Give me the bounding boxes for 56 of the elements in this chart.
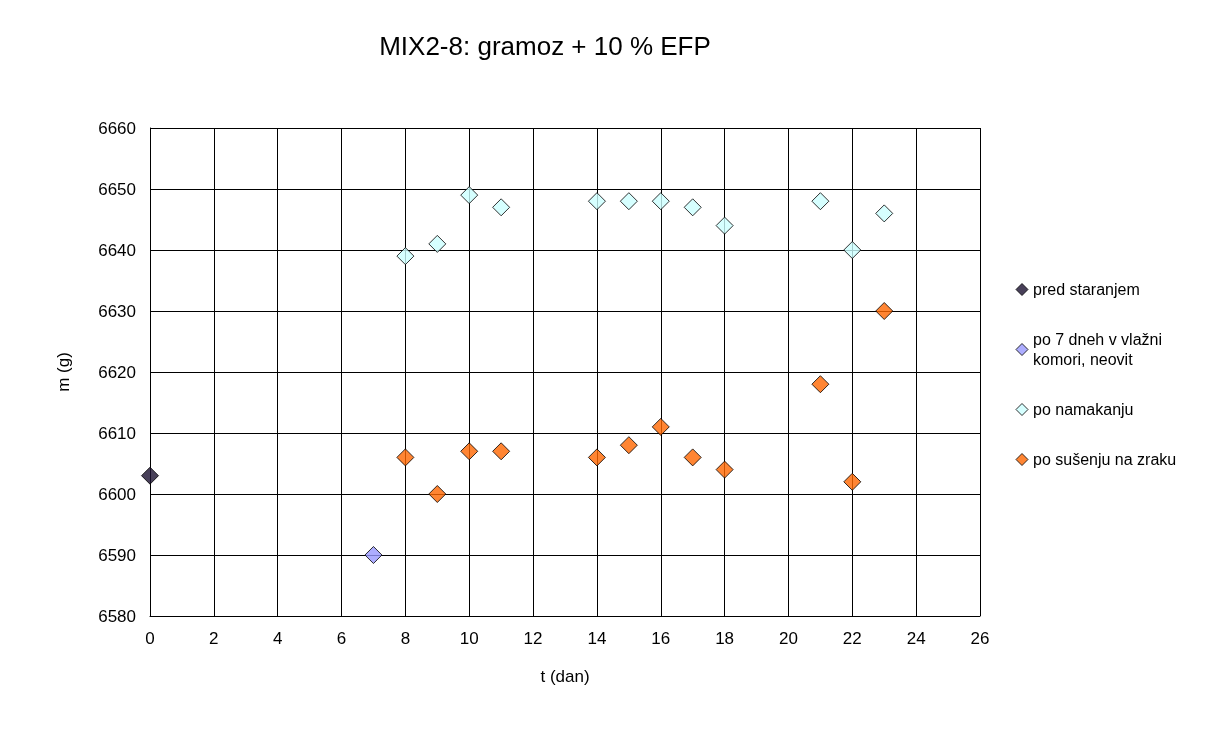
y-tick-label: 6620	[98, 362, 136, 382]
point	[715, 460, 734, 479]
point	[843, 241, 862, 259]
x-axis-title: t (dan)	[540, 667, 590, 686]
y-tick-label: 6640	[98, 240, 136, 260]
point	[811, 192, 830, 211]
chart-title: MIX2-8: gramoz + 10 % EFP	[379, 31, 711, 61]
x-tick-label: 12	[523, 629, 543, 648]
point	[492, 442, 511, 461]
x-tick-label: 24	[906, 629, 926, 648]
point	[683, 198, 702, 217]
x-tick-label: 2	[209, 629, 219, 648]
y-tick-label: 6650	[98, 179, 136, 199]
y-tick-label: 6600	[98, 484, 136, 504]
legend-label: po namakanju	[1033, 401, 1134, 418]
x-tick-label: 22	[842, 629, 862, 648]
y-tick-label: 6610	[98, 423, 136, 443]
point	[875, 302, 894, 320]
point	[843, 472, 862, 491]
point	[587, 192, 606, 211]
x-tick-label: 16	[651, 629, 671, 648]
x-tick-label: 14	[587, 629, 607, 648]
x-tick-label: 8	[400, 629, 411, 648]
point	[875, 204, 894, 223]
point	[460, 186, 479, 205]
point	[492, 198, 511, 217]
x-tick-label: 26	[970, 629, 990, 648]
x-tick-label: 0	[145, 629, 155, 648]
point	[141, 466, 159, 485]
legend-label: pred staranjem	[1033, 281, 1140, 298]
x-tick-label: 10	[459, 629, 479, 648]
point	[396, 247, 415, 266]
x-tick-label: 4	[272, 629, 283, 648]
point	[396, 448, 415, 467]
point	[811, 375, 830, 394]
point	[651, 192, 670, 211]
point	[619, 436, 638, 455]
legend-label: po sušenju na zraku	[1033, 451, 1177, 468]
y-tick-label: 6630	[98, 301, 136, 321]
point	[587, 448, 606, 467]
point	[715, 216, 734, 235]
point	[651, 417, 670, 436]
x-tick-label: 18	[715, 629, 735, 648]
point	[619, 192, 638, 211]
point	[683, 448, 702, 467]
x-tick-label: 6	[336, 629, 347, 648]
point	[460, 442, 479, 461]
x-tick-label: 20	[779, 629, 798, 648]
y-tick-label: 6580	[98, 606, 136, 626]
y-tick-label: 6590	[98, 545, 136, 565]
y-axis-title: m (g)	[54, 352, 73, 392]
point	[364, 546, 383, 564]
point	[428, 234, 447, 253]
point	[428, 485, 447, 503]
y-tick-label: 6660	[98, 118, 136, 138]
legend-label: po 7 dneh v vlažni komori, neovit	[1033, 331, 1167, 368]
